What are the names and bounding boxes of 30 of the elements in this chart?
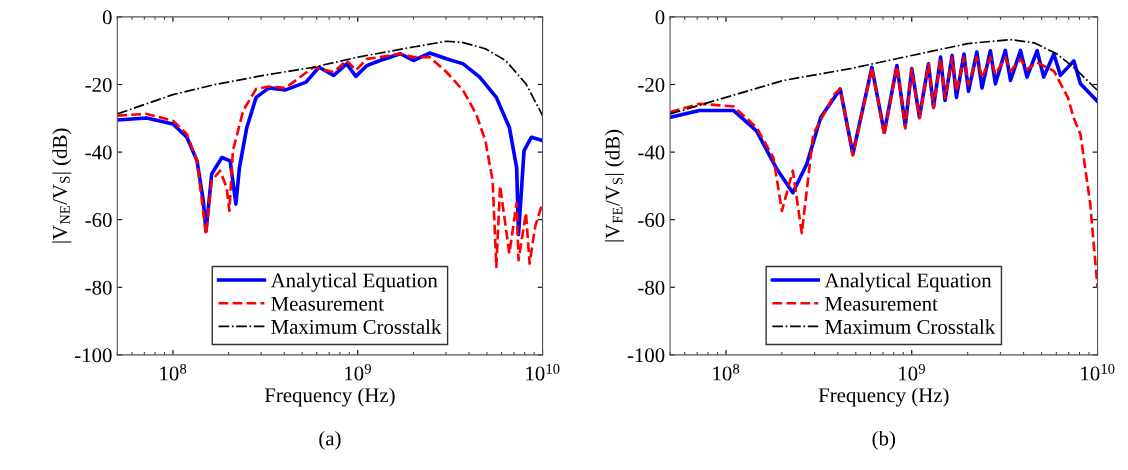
legend-label: Maximum Crosstalk [271,319,442,334]
y-tick-label: -40 [638,145,665,160]
x-tick-label: 10$^{8}$ [713,363,740,381]
y-tick-label: -100 [75,348,112,363]
text: (b) [872,430,896,450]
y-tick-label: -40 [85,145,112,160]
x-axis-title: Frequency (Hz) [818,387,949,407]
x-tick-label: 10$^{9}$ [899,363,925,381]
y-tick-label: -20 [85,77,112,92]
y-tick-label: -20 [638,77,665,92]
y-tick-label: -80 [85,280,112,295]
y-tick-label: -100 [627,348,665,363]
legend-label: Analytical Equation [824,272,992,292]
x-axis-title: Frequency (Hz) [264,387,395,407]
x-tick-label: 10$^{9}$ [345,363,371,381]
y-tick-label: -60 [638,213,665,228]
text: (a) [319,430,341,450]
y-axis-title: |V$_{NE}$/V$_{S}$| (dB) [52,128,72,243]
x-tick-label: 10$^{8}$ [160,363,187,381]
x-tick-label: 10$^{10}$ [526,363,560,381]
y-tick-label: -60 [85,213,112,228]
x-tick-label: 10$^{10}$ [1081,363,1115,381]
legend-label: Measurement [825,296,938,311]
legend-label: Maximum Crosstalk [825,319,996,334]
legend-label: Analytical Equation [270,272,438,292]
y-tick-label: -80 [638,280,665,295]
y-tick-label: 0 [655,10,665,25]
y-axis-title: |V$_{FE}$/V$_{S}$| (dB) [605,129,624,242]
legend-label: Measurement [271,296,384,311]
y-tick-label: 0 [102,10,112,25]
